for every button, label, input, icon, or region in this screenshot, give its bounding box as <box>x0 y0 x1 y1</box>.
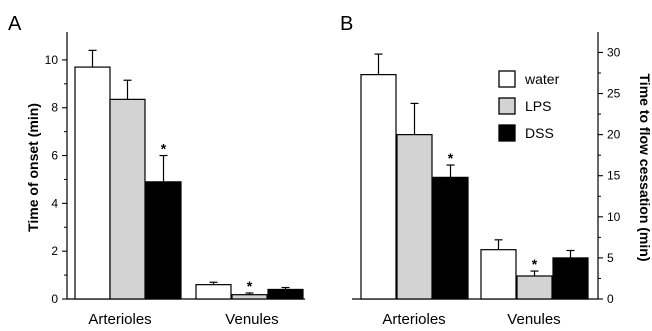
bar-water-venules <box>195 284 232 300</box>
bar-water-arterioles <box>74 66 111 300</box>
y-tick-label: 0 <box>51 292 58 306</box>
category-label-venules: Venules <box>507 311 560 328</box>
y-axis-title: Time of onset (min) <box>25 103 41 232</box>
y-tick-label: 5 <box>607 251 614 265</box>
bar-water-venules <box>480 249 517 300</box>
category-label-venules: Venules <box>225 311 278 328</box>
panel-letter-b: B <box>340 13 353 35</box>
y-tick-label: 30 <box>607 45 621 59</box>
bar-dss-arterioles <box>432 176 469 300</box>
y-tick-label: 10 <box>607 210 621 224</box>
legend-swatch-water <box>498 70 516 88</box>
bar-dss-arterioles <box>145 181 182 300</box>
y-tick-label: 4 <box>51 196 58 210</box>
bar-lps-venules <box>516 275 553 300</box>
legend-label-water: water <box>524 71 560 87</box>
panel-a-chart: 0 2 4 6 8 10 Arterioles Venules * * Time of onset … <box>25 32 305 328</box>
y-tick-label: 6 <box>51 149 58 163</box>
y-tick-label: 15 <box>607 169 621 183</box>
y-tick-label: 10 <box>45 53 59 67</box>
y-tick-label: 25 <box>607 87 621 101</box>
significance-marker: * <box>247 278 253 294</box>
legend-label-lps: LPS <box>525 98 551 114</box>
y-tick-label: 2 <box>51 244 58 258</box>
panel-b-chart: 0 5 10 15 20 25 30 Arterioles Venules * * Time to f… <box>352 32 652 328</box>
y-tick-label: 8 <box>51 101 58 115</box>
bar-lps-arterioles <box>396 134 433 300</box>
significance-marker: * <box>532 256 538 272</box>
significance-marker: * <box>448 150 454 166</box>
bar-lps-arterioles <box>109 98 146 300</box>
category-label-arterioles: Arterioles <box>88 311 151 328</box>
legend-swatch-dss <box>498 124 516 142</box>
category-label-arterioles: Arterioles <box>382 311 445 328</box>
bar-water-arterioles <box>360 74 397 300</box>
legend: water LPS DSS <box>498 70 560 142</box>
bar-dss-venules <box>267 288 304 300</box>
y-axis-title: Time to flow cessation (min) <box>637 74 652 262</box>
bar-lps-venules <box>231 294 268 300</box>
bar-dss-venules <box>552 257 589 300</box>
significance-marker: * <box>161 141 167 157</box>
y-tick-label: 20 <box>607 128 621 142</box>
panel-letter-a: A <box>8 13 22 35</box>
y-tick-label: 0 <box>607 292 614 306</box>
legend-label-dss: DSS <box>525 125 554 141</box>
legend-swatch-lps <box>498 97 516 115</box>
